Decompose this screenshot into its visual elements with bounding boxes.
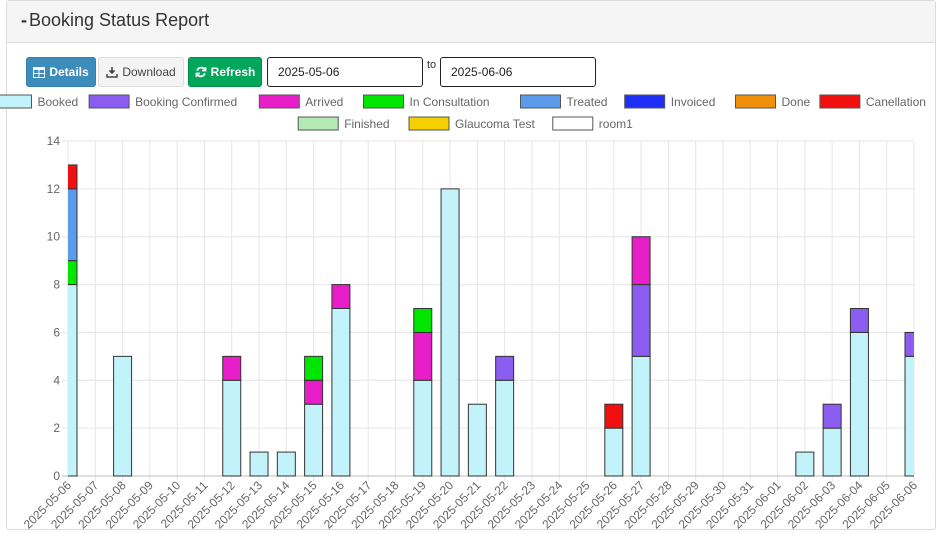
bar-segment	[222, 355, 242, 381]
y-tick-label: 12	[47, 182, 61, 196]
bar-segment	[113, 355, 133, 477]
legend-swatch	[520, 94, 561, 109]
legend-swatch	[624, 94, 666, 109]
refresh-icon	[195, 66, 207, 78]
download-icon	[106, 67, 119, 78]
legend-label: Canellation	[866, 95, 926, 109]
bar-segment	[604, 427, 624, 477]
to-date-input[interactable]	[440, 57, 596, 87]
bar-segment	[904, 331, 914, 357]
y-tick-label: 0	[53, 469, 60, 483]
bar-segment	[413, 331, 433, 381]
bar-segment	[68, 188, 78, 262]
bar-segment	[849, 308, 869, 333]
legend-label: Glaucoma Test	[455, 117, 535, 131]
download-label: Download	[122, 65, 176, 79]
bar-segment	[331, 308, 351, 477]
bar-segment	[849, 331, 869, 477]
bar-segment	[795, 451, 815, 477]
bar-segment	[631, 236, 651, 286]
page-title-text: Booking Status Report	[29, 10, 210, 30]
bar-segment	[276, 451, 296, 477]
legend-swatch	[297, 116, 339, 131]
page-title: - Booking Status Report	[21, 10, 209, 31]
bar-segment	[467, 403, 487, 477]
bar-segment	[304, 379, 324, 405]
from-date-input[interactable]	[267, 57, 423, 87]
legend-label: Treated	[567, 95, 608, 109]
legend-swatch	[0, 94, 32, 109]
legend-swatch	[258, 94, 300, 109]
refresh-label: Refresh	[210, 65, 256, 79]
y-tick-label: 4	[53, 373, 60, 387]
table-icon	[33, 66, 46, 78]
panel-header: - Booking Status Report	[7, 1, 935, 43]
refresh-button[interactable]: Refresh	[188, 57, 262, 87]
bar-segment	[304, 355, 324, 381]
legend-label: room1	[599, 117, 633, 131]
bar-segment	[904, 355, 914, 477]
bar-segment	[68, 260, 78, 286]
bar-segment	[822, 427, 842, 477]
to-label: to	[427, 59, 437, 71]
bar-segment	[495, 355, 515, 381]
download-button[interactable]: Download	[98, 57, 184, 87]
bars-group	[68, 164, 914, 477]
bar-segment	[222, 379, 242, 477]
bar-segment	[440, 188, 460, 477]
y-tick-label: 6	[53, 325, 60, 339]
bar-segment	[604, 403, 624, 429]
bar-segment	[631, 284, 651, 357]
bar-segment	[304, 403, 324, 477]
y-tick-label: 10	[47, 230, 61, 244]
legend-label: Finished	[344, 117, 389, 131]
legend-swatch	[819, 94, 861, 109]
legend-label: Arrived	[305, 95, 343, 109]
bar-segment	[249, 451, 269, 477]
legend-label: Done	[782, 95, 811, 109]
legend-label: Invoiced	[671, 95, 716, 109]
bar-segment	[413, 379, 433, 477]
collapse-dash-icon[interactable]: -	[21, 10, 27, 30]
y-tick-label: 2	[53, 421, 60, 435]
legend-swatch	[735, 94, 776, 109]
bar-segment	[68, 164, 78, 190]
legend-label: Booked	[38, 95, 79, 109]
bar-segment	[495, 379, 515, 477]
bar-segment	[631, 355, 651, 477]
y-tick-label: 8	[53, 278, 60, 292]
legend-label: In Consultation	[410, 95, 490, 109]
bar-segment	[331, 284, 351, 310]
bar-segment	[68, 284, 78, 477]
details-label: Details	[49, 65, 89, 79]
legend-swatch	[408, 116, 450, 131]
legend-swatch	[88, 94, 130, 109]
details-button[interactable]: Details	[26, 57, 96, 87]
legend-swatch	[552, 116, 594, 131]
legend-label: Booking Confirmed	[135, 95, 237, 109]
legend-swatch	[363, 94, 404, 109]
bar-segment	[413, 308, 433, 333]
y-tick-label: 14	[47, 134, 61, 148]
bar-segment	[822, 403, 842, 429]
